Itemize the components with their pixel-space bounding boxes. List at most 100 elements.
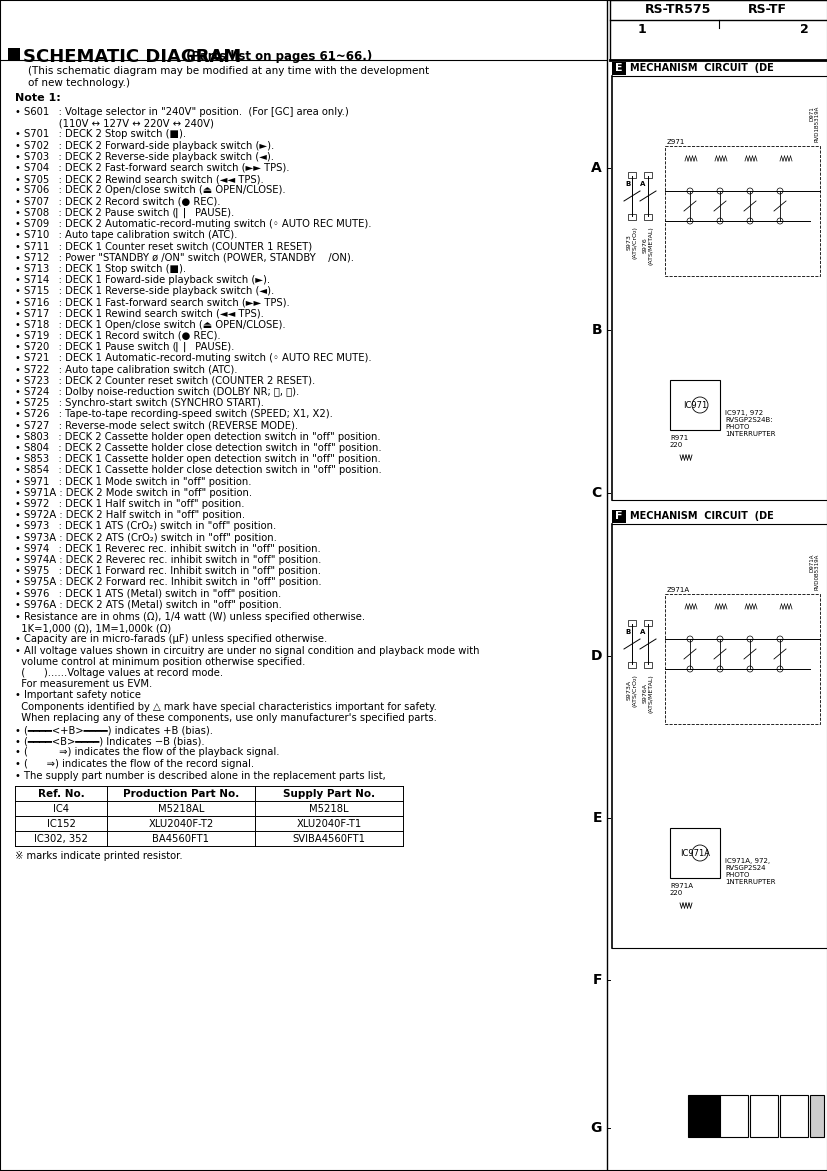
Text: • S721   : DECK 1 Automatic-record-muting switch (◦ AUTO REC MUTE).: • S721 : DECK 1 Automatic-record-muting … <box>15 354 371 363</box>
Text: Note 1:: Note 1: <box>15 93 60 103</box>
Text: • S976A : DECK 2 ATS (Metal) switch in "off" position.: • S976A : DECK 2 ATS (Metal) switch in "… <box>15 600 281 610</box>
Text: F: F <box>614 511 622 521</box>
Bar <box>643 662 651 667</box>
Text: MECHANISM  CIRCUIT  (DE: MECHANISM CIRCUIT (DE <box>629 63 772 73</box>
Text: D971A
RVD0B5319A: D971A RVD0B5319A <box>808 554 819 590</box>
Bar <box>643 214 651 220</box>
Text: A: A <box>639 629 644 635</box>
Text: F: F <box>592 973 601 987</box>
Text: Components identified by △ mark have special characteristics important for safet: Components identified by △ mark have spe… <box>15 701 437 712</box>
Text: • S973   : DECK 1 ATS (CrO₂) switch in "off" position.: • S973 : DECK 1 ATS (CrO₂) switch in "of… <box>15 521 276 532</box>
Bar <box>687 1095 719 1137</box>
Bar <box>669 828 719 878</box>
Text: • S704   : DECK 2 Fast-forward search switch (►► TPS).: • S704 : DECK 2 Fast-forward search swit… <box>15 163 289 173</box>
Text: (This schematic diagram may be modified at any time with the development: (This schematic diagram may be modified … <box>15 66 428 76</box>
Text: • S854   : DECK 1 Cassette holder close detection switch in "off" position.: • S854 : DECK 1 Cassette holder close de… <box>15 465 381 475</box>
Text: C: C <box>591 486 601 500</box>
Text: For measurement us EVM.: For measurement us EVM. <box>15 679 152 690</box>
Text: R971
220: R971 220 <box>669 434 687 448</box>
Text: IC971A, 972,
RVSGP2S24
PHOTO
1NTERRUPTER: IC971A, 972, RVSGP2S24 PHOTO 1NTERRUPTER <box>724 858 775 885</box>
Text: • S971A : DECK 2 Mode switch in "off" position.: • S971A : DECK 2 Mode switch in "off" po… <box>15 488 251 498</box>
Text: B: B <box>624 629 629 635</box>
Text: D971
RVD1B5319A: D971 RVD1B5319A <box>808 107 819 143</box>
Text: Z971A: Z971A <box>667 587 689 593</box>
Bar <box>643 172 651 178</box>
Text: S976A
(ATS/METAL): S976A (ATS/METAL) <box>642 674 653 713</box>
Text: S973
(ATS/CrO₂): S973 (ATS/CrO₂) <box>626 226 637 259</box>
Text: • S972A : DECK 2 Half switch in "off" position.: • S972A : DECK 2 Half switch in "off" po… <box>15 511 245 520</box>
Text: Z971: Z971 <box>667 139 685 145</box>
Text: • S601   : Voltage selector in "240V" position.  (For [GC] area only.): • S601 : Voltage selector in "240V" posi… <box>15 107 348 117</box>
Bar <box>627 214 635 220</box>
Text: (110V ↔ 127V ↔ 220V ↔ 240V): (110V ↔ 127V ↔ 220V ↔ 240V) <box>15 118 213 128</box>
Text: • All voltage values shown in circuitry are under no signal condition and playba: • All voltage values shown in circuitry … <box>15 645 479 656</box>
Text: R971A
220: R971A 220 <box>669 883 692 896</box>
Text: IC971A: IC971A <box>679 849 709 857</box>
Text: ※ marks indicate printed resistor.: ※ marks indicate printed resistor. <box>15 851 183 861</box>
Text: • S803   : DECK 2 Cassette holder open detection switch in "off" position.: • S803 : DECK 2 Cassette holder open det… <box>15 432 380 441</box>
Bar <box>669 381 719 430</box>
Text: • (      ⇒) indicates the flow of the record signal.: • ( ⇒) indicates the flow of the record … <box>15 759 254 768</box>
Text: • Capacity are in micro-farads (μF) unless specified otherwise.: • Capacity are in micro-farads (μF) unle… <box>15 635 327 644</box>
Text: • S717   : DECK 1 Rewind search switch (◄◄ TPS).: • S717 : DECK 1 Rewind search switch (◄◄… <box>15 309 264 319</box>
Text: B: B <box>624 182 629 187</box>
Text: 1K=1,000 (Ω), 1M=1,000k (Ω): 1K=1,000 (Ω), 1M=1,000k (Ω) <box>15 623 171 634</box>
Bar <box>664 146 819 276</box>
Bar <box>749 1095 777 1137</box>
Text: • S709   : DECK 2 Automatic-record-muting switch (◦ AUTO REC MUTE).: • S709 : DECK 2 Automatic-record-muting … <box>15 219 371 230</box>
Text: D: D <box>590 649 601 663</box>
Text: RS-TF: RS-TF <box>747 4 786 16</box>
Text: S976
(ATS/METAL): S976 (ATS/METAL) <box>642 226 653 265</box>
Text: • S715   : DECK 1 Reverse-side playback switch (◄).: • S715 : DECK 1 Reverse-side playback sw… <box>15 286 274 296</box>
Bar <box>779 1095 807 1137</box>
Text: IC302, 352: IC302, 352 <box>34 834 88 843</box>
Text: • S702   : DECK 2 Forward-side playback switch (►).: • S702 : DECK 2 Forward-side playback sw… <box>15 141 274 151</box>
Text: • S719   : DECK 1 Record switch (● REC).: • S719 : DECK 1 Record switch (● REC). <box>15 331 220 341</box>
Text: • S707   : DECK 2 Record switch (● REC).: • S707 : DECK 2 Record switch (● REC). <box>15 197 220 206</box>
Text: • S971   : DECK 1 Mode switch in "off" position.: • S971 : DECK 1 Mode switch in "off" pos… <box>15 477 251 487</box>
Text: • The supply part number is described alone in the replacement parts list,: • The supply part number is described al… <box>15 771 385 781</box>
Text: • S726   : Tape-to-tape recording-speed switch (SPEED; X1, X2).: • S726 : Tape-to-tape recording-speed sw… <box>15 410 332 419</box>
Text: volume control at minimum position otherwise specified.: volume control at minimum position other… <box>15 657 305 666</box>
Text: When replacing any of these components, use only manufacturer's specified parts.: When replacing any of these components, … <box>15 713 437 723</box>
Text: M5218AL: M5218AL <box>158 803 204 814</box>
Text: • (━━━━<+B>━━━━) indicates +B (bias).: • (━━━━<+B>━━━━) indicates +B (bias). <box>15 725 213 735</box>
Text: XLU2040F-T2: XLU2040F-T2 <box>148 819 213 829</box>
Text: • S703   : DECK 2 Reverse-side playback switch (◄).: • S703 : DECK 2 Reverse-side playback sw… <box>15 152 274 162</box>
Text: MECHANISM  CIRCUIT  (DE: MECHANISM CIRCUIT (DE <box>629 511 772 521</box>
Text: E: E <box>614 63 622 73</box>
Text: • (          ⇒) indicates the flow of the playback signal.: • ( ⇒) indicates the flow of the playbac… <box>15 747 280 758</box>
Text: IC4: IC4 <box>53 803 69 814</box>
Text: (      )......Voltage values at record mode.: ( )......Voltage values at record mode. <box>15 667 222 678</box>
Text: • S973A : DECK 2 ATS (CrO₂) switch in "off" position.: • S973A : DECK 2 ATS (CrO₂) switch in "o… <box>15 533 276 542</box>
Text: S973A
(ATS/CrO₂): S973A (ATS/CrO₂) <box>626 674 637 707</box>
Bar <box>664 594 819 724</box>
Text: A: A <box>590 160 601 174</box>
Text: BA4560FT1: BA4560FT1 <box>152 834 209 843</box>
Text: • S701   : DECK 2 Stop switch (■).: • S701 : DECK 2 Stop switch (■). <box>15 130 186 139</box>
Bar <box>611 511 625 523</box>
Text: 1: 1 <box>638 23 646 36</box>
Text: of new technology.): of new technology.) <box>15 78 130 88</box>
Text: • S853   : DECK 1 Cassette holder open detection switch in "off" position.: • S853 : DECK 1 Cassette holder open det… <box>15 454 380 464</box>
Text: • S722   : Auto tape calibration switch (ATC).: • S722 : Auto tape calibration switch (A… <box>15 364 237 375</box>
Text: • S713   : DECK 1 Stop switch (■).: • S713 : DECK 1 Stop switch (■). <box>15 263 186 274</box>
Text: SVIBA4560FT1: SVIBA4560FT1 <box>292 834 365 843</box>
Text: (Parts list on pages 61~66.): (Parts list on pages 61~66.) <box>182 50 372 63</box>
Text: B: B <box>590 323 601 337</box>
Text: 2: 2 <box>799 23 808 36</box>
Bar <box>8 48 20 60</box>
Text: • S975   : DECK 1 Forward rec. Inhibit switch in "off" position.: • S975 : DECK 1 Forward rec. Inhibit swi… <box>15 567 321 576</box>
Bar <box>611 62 625 75</box>
Text: • S975A : DECK 2 Forward rec. Inhibit switch in "off" position.: • S975A : DECK 2 Forward rec. Inhibit sw… <box>15 577 321 588</box>
Text: IC971: IC971 <box>682 400 706 410</box>
Text: A: A <box>639 182 644 187</box>
Text: • Resistance are in ohms (Ω), 1/4 watt (W) unless specified otherwise.: • Resistance are in ohms (Ω), 1/4 watt (… <box>15 612 365 622</box>
Text: IC971, 972
RVSGP2S24B:
PHOTO
1NTERRUPTER: IC971, 972 RVSGP2S24B: PHOTO 1NTERRUPTER <box>724 410 775 437</box>
Text: • S711   : DECK 1 Counter reset switch (COUNTER 1 RESET): • S711 : DECK 1 Counter reset switch (CO… <box>15 241 312 252</box>
Text: Ref. No.: Ref. No. <box>37 788 84 799</box>
Text: • S714   : DECK 1 Foward-side playback switch (►).: • S714 : DECK 1 Foward-side playback swi… <box>15 275 270 285</box>
Bar <box>643 619 651 626</box>
Text: Supply Part No.: Supply Part No. <box>283 788 375 799</box>
Text: • S974   : DECK 1 Reverec rec. inhibit switch in "off" position.: • S974 : DECK 1 Reverec rec. inhibit swi… <box>15 543 320 554</box>
